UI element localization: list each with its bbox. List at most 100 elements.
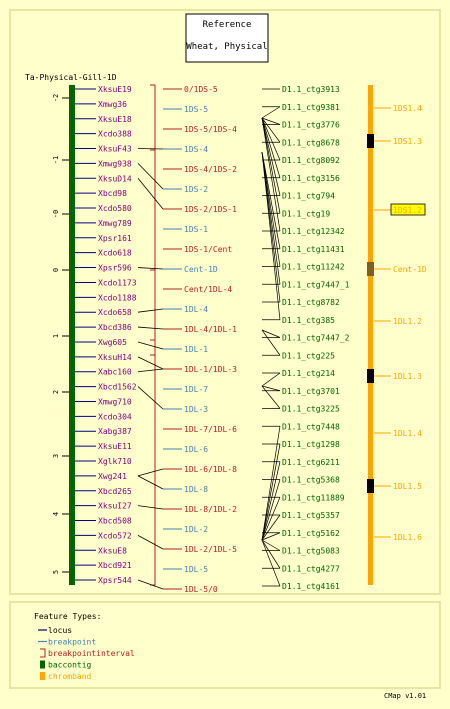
baccontig-label[interactable]: D1.1_ctg8092 (282, 156, 340, 165)
baccontig-label[interactable]: D1.1_ctg7448 (282, 422, 340, 431)
baccontig-label[interactable]: D1.1_ctg9381 (282, 103, 340, 112)
chromband-label[interactable]: 1DS1.2 (393, 206, 422, 215)
locus-label[interactable]: Xcdo304 (98, 412, 132, 421)
locus-label[interactable]: Xcdo580 (98, 204, 132, 213)
breakpoint-label[interactable]: 1DL-8 (184, 485, 208, 494)
breakpoint-label[interactable]: 1DL-2/1DL-5 (184, 545, 237, 554)
locus-label[interactable]: XksuH14 (98, 353, 132, 362)
locus-label[interactable]: Xbcd265 (98, 487, 132, 496)
baccontig-label[interactable]: D1.1_ctg19 (282, 209, 330, 218)
baccontig-label[interactable]: D1.1_ctg1298 (282, 440, 340, 449)
baccontig-label[interactable]: D1.1_ctg8678 (282, 138, 340, 147)
baccontig-label[interactable]: D1.1_ctg11242 (282, 263, 345, 272)
breakpoint-label[interactable]: 1DL-7/1DL-6 (184, 425, 237, 434)
chromband-label[interactable]: 1DL1.5 (393, 482, 422, 491)
breakpoint-label[interactable]: 1DS-2 (184, 185, 208, 194)
breakpoint-label[interactable]: 1DS-1/Cent (184, 245, 232, 254)
locus-label[interactable]: Xbcd386 (98, 323, 132, 332)
breakpoint-label[interactable]: 1DL-4 (184, 305, 208, 314)
locus-label[interactable]: Xpsr596 (98, 264, 132, 273)
locus-label[interactable]: XksuI27 (98, 502, 132, 511)
breakpoint-label[interactable]: 1DL-1 (184, 345, 208, 354)
locus-label[interactable]: XksuE18 (98, 115, 132, 124)
baccontig-label[interactable]: D1.1_ctg794 (282, 192, 335, 201)
chromband-label[interactable]: 1DL1.6 (393, 533, 422, 542)
locus-label[interactable]: Xmwg710 (98, 397, 132, 406)
baccontig-label[interactable]: D1.1_ctg5357 (282, 511, 340, 520)
locus-label[interactable]: XksuE19 (98, 85, 132, 94)
breakpoint-label[interactable]: 1DL-1/1DL-3 (184, 365, 237, 374)
baccontig-label[interactable]: D1.1_ctg8782 (282, 298, 340, 307)
baccontig-label[interactable]: D1.1_ctg3156 (282, 174, 340, 183)
breakpoint-label[interactable]: 1DL-5 (184, 565, 208, 574)
chromband-label[interactable]: 1DS1.4 (393, 104, 422, 113)
baccontig-label[interactable]: D1.1_ctg7447_2 (282, 334, 350, 343)
locus-label[interactable]: Xpsr161 (98, 234, 132, 243)
baccontig-label[interactable]: D1.1_ctg5162 (282, 529, 340, 538)
baccontig-label[interactable]: D1.1_ctg5083 (282, 547, 340, 556)
baccontig-label[interactable]: D1.1_ctg7447_1 (282, 280, 350, 289)
breakpoint-label[interactable]: 1DL-4/1DL-1 (184, 325, 237, 334)
locus-label[interactable]: XksuE11 (98, 442, 132, 451)
locus-label[interactable]: Xabc160 (98, 368, 132, 377)
baccontig-label[interactable]: D1.1_ctg4161 (282, 582, 340, 591)
breakpoint-label[interactable]: 0/1DS-5 (184, 85, 218, 94)
baccontig-label[interactable]: D1.1_ctg11889 (282, 493, 345, 502)
chromband-label[interactable]: 1DL1.4 (393, 429, 422, 438)
locus-label[interactable]: Xabg387 (98, 427, 132, 436)
breakpoint-label[interactable]: 1DL-3 (184, 405, 208, 414)
baccontig-label[interactable]: D1.1_ctg385 (282, 316, 335, 325)
locus-label[interactable]: Xcdo572 (98, 531, 132, 540)
locus-label[interactable]: Xbcd1562 (98, 383, 137, 392)
breakpoint-label[interactable]: 1DL-6/1DL-8 (184, 465, 237, 474)
locus-label[interactable]: Xmwg938 (98, 159, 132, 168)
locus-label[interactable]: XksuD14 (98, 174, 132, 183)
breakpoint-label[interactable]: 1DS-4 (184, 145, 208, 154)
chromband-label[interactable]: 1DL1.3 (393, 372, 422, 381)
locus-label[interactable]: Xpsr544 (98, 576, 132, 585)
baccontig-label[interactable]: D1.1_ctg225 (282, 351, 335, 360)
baccontig-label[interactable]: D1.1_ctg3225 (282, 405, 340, 414)
locus-label[interactable]: Xcdo658 (98, 308, 132, 317)
locus-label[interactable]: Xbcd921 (98, 561, 132, 570)
locus-label[interactable]: Xmwg36 (98, 100, 127, 109)
locus-label[interactable]: Xcdo1188 (98, 293, 137, 302)
chromband-label[interactable]: 1DS1.3 (393, 137, 422, 146)
baccontig-label[interactable]: D1.1_ctg4277 (282, 564, 340, 573)
locus-label[interactable]: XksuF43 (98, 145, 132, 154)
breakpoint-label[interactable]: 1DL-5/0 (184, 585, 218, 594)
baccontig-label[interactable]: D1.1_ctg5368 (282, 476, 340, 485)
breakpoint-label[interactable]: 1DL-8/1DL-2 (184, 505, 237, 514)
baccontig-label[interactable]: D1.1_ctg3776 (282, 121, 340, 130)
locus-label[interactable]: Xbcd508 (98, 517, 132, 526)
chromband-label[interactable]: Cent-1D (393, 265, 427, 274)
map-backbone[interactable] (69, 85, 75, 585)
locus-label[interactable]: Xglk710 (98, 457, 132, 466)
baccontig-label[interactable]: D1.1_ctg3701 (282, 387, 340, 396)
breakpoint-label[interactable]: 1DL-7 (184, 385, 208, 394)
locus-label[interactable]: Xcdo388 (98, 130, 132, 139)
locus-label[interactable]: Xwg605 (98, 338, 127, 347)
locus-label[interactable]: Xmwg789 (98, 219, 132, 228)
breakpoint-label[interactable]: 1DL-6 (184, 445, 208, 454)
map-title[interactable]: Ta-Physical-Gill-1D (25, 73, 117, 82)
breakpoint-label[interactable]: 1DS-5/1DS-4 (184, 125, 237, 134)
breakpoint-label[interactable]: Cent-1D (184, 265, 218, 274)
reference-box[interactable]: Reference Wheat, Physical (185, 13, 269, 63)
locus-label[interactable]: Xbcd98 (98, 189, 127, 198)
breakpoint-label[interactable]: 1DS-2/1DS-1 (184, 205, 237, 214)
breakpoint-label[interactable]: 1DS-4/1DS-2 (184, 165, 237, 174)
breakpoint-label[interactable]: 1DS-5 (184, 105, 208, 114)
baccontig-label[interactable]: D1.1_ctg12342 (282, 227, 345, 236)
locus-label[interactable]: Xcdo618 (98, 249, 132, 258)
chromband-label[interactable]: 1DL1.2 (393, 317, 422, 326)
breakpoint-label[interactable]: 1DL-2 (184, 525, 208, 534)
baccontig-label[interactable]: D1.1_ctg3913 (282, 85, 340, 94)
baccontig-label[interactable]: D1.1_ctg6211 (282, 458, 340, 467)
locus-label[interactable]: XksuE8 (98, 546, 127, 555)
locus-label[interactable]: Xwg241 (98, 472, 127, 481)
baccontig-label[interactable]: D1.1_ctg214 (282, 369, 335, 378)
breakpoint-label[interactable]: Cent/1DL-4 (184, 285, 232, 294)
locus-label[interactable]: Xcdo1173 (98, 278, 137, 287)
chromband-bar[interactable] (368, 85, 373, 585)
